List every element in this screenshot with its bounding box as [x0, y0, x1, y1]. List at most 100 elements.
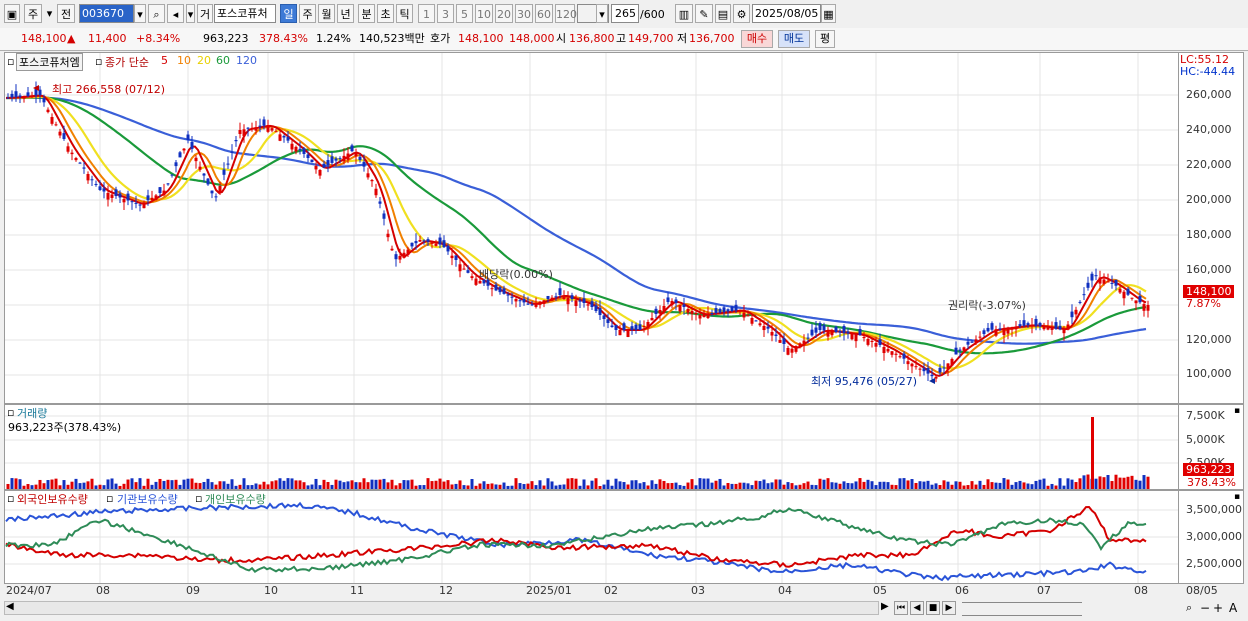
volume-dot-icon[interactable]: ▫: [7, 406, 15, 419]
stock-title: 포스코퓨처엠: [16, 53, 83, 71]
chart-type-icon[interactable]: ▥: [675, 4, 693, 23]
holding-panel: [4, 490, 1179, 584]
calendar-icon[interactable]: ▦: [821, 4, 836, 23]
period-day-button[interactable]: 일: [280, 4, 297, 23]
period-year-button[interactable]: 년: [337, 4, 354, 23]
eval-button[interactable]: 평: [815, 30, 835, 48]
close-icon[interactable]: ▪: [1234, 492, 1241, 502]
holding-dot-icon: ▫: [195, 492, 203, 505]
save-icon[interactable]: ▤: [715, 4, 731, 23]
y-tick-100000: 100,000: [1186, 367, 1232, 380]
close-icon[interactable]: ▪: [1234, 406, 1241, 416]
ma5-legend: 5: [161, 54, 168, 67]
ask-label: 호가: [430, 32, 451, 45]
zoom-icon[interactable]: ⌕: [1186, 601, 1193, 614]
search-icon[interactable]: ⌕: [148, 4, 165, 23]
legend-dot-icon: ▫: [95, 55, 103, 68]
sell-button[interactable]: 매도: [778, 30, 810, 48]
zoom-out-icon[interactable]: −: [1200, 601, 1211, 615]
interval-3-button[interactable]: 3: [437, 4, 454, 23]
category-button[interactable]: 거: [197, 4, 213, 23]
interval-20-button[interactable]: 20: [495, 4, 513, 23]
period-tick-button[interactable]: 틱: [396, 4, 413, 23]
stop-icon[interactable]: ■: [926, 601, 940, 615]
holding-dot-icon[interactable]: ▫: [7, 492, 15, 505]
holding-axis: [1179, 490, 1244, 584]
ask-price-1: 148,100: [458, 32, 504, 45]
period-minute-button[interactable]: 분: [358, 4, 375, 23]
stock-name-field: 포스코퓨처: [214, 4, 276, 23]
trade-amount: 140,523백만: [359, 32, 425, 45]
x-tick: 11: [350, 584, 364, 597]
holding-dot-icon: ▫: [106, 492, 114, 505]
horizontal-scrollbar[interactable]: [4, 601, 879, 615]
speaker-icon[interactable]: ◂: [167, 4, 184, 23]
zoom-in-icon[interactable]: +: [1213, 601, 1224, 615]
volume-value-label: 963,223주(378.43%): [8, 421, 122, 434]
y-tick-120000: 120,000: [1186, 333, 1232, 346]
ask-price-2: 148,000: [509, 32, 555, 45]
price-panel: [4, 52, 1179, 404]
stock-code-input[interactable]: 003670: [79, 4, 134, 23]
x-tick: 08: [96, 584, 110, 597]
foreign-holding-legend: 외국인보유수량: [17, 493, 88, 506]
text-size-icon[interactable]: A: [1229, 601, 1238, 615]
gear-icon[interactable]: ⚙: [733, 4, 750, 23]
date-input[interactable]: 2025/08/05: [752, 4, 821, 23]
period-week-button[interactable]: 주: [299, 4, 316, 23]
open-label: 시: [556, 32, 567, 45]
ma10-legend: 10: [177, 54, 191, 67]
current-price: 148,100: [21, 32, 67, 45]
volume-badge-pct: 378.43%: [1187, 476, 1236, 489]
dropdown-chevron-icon[interactable]: ▾: [46, 7, 53, 20]
buy-button[interactable]: 매수: [741, 30, 773, 48]
price-axis: [1179, 52, 1244, 404]
settings-dot-icon[interactable]: ▫: [7, 55, 15, 68]
y-tick-180000: 180,000: [1186, 228, 1232, 241]
quote-bar: [0, 28, 1248, 51]
interval-5-button[interactable]: 5: [456, 4, 473, 23]
scroll-right-icon[interactable]: ▶: [881, 601, 889, 612]
x-tick: 2025/01: [526, 584, 572, 597]
x-tick: 06: [955, 584, 969, 597]
interval-dropdown-icon[interactable]: ▾: [596, 4, 608, 23]
interval-1-button[interactable]: 1: [418, 4, 435, 23]
current-price-badge: 148,100: [1183, 285, 1234, 298]
low-annotation: 최저 95,476 (05/27): [811, 375, 918, 388]
ma-legend-prefix: 종가 단순: [105, 56, 149, 69]
scroll-left-icon[interactable]: ◀: [6, 601, 14, 612]
rights-annotation: 권리락(-3.07%): [948, 299, 1026, 312]
interval-10-button[interactable]: 10: [475, 4, 493, 23]
speaker-dropdown-icon[interactable]: ▾: [186, 4, 195, 23]
code-dropdown-icon[interactable]: ▾: [134, 4, 146, 23]
holding-tick-3000000: 3,000,000: [1186, 530, 1242, 543]
current-pct-label: 7.87%: [1186, 297, 1221, 310]
period-unit-select[interactable]: 주: [24, 4, 42, 23]
x-tick: 03: [691, 584, 705, 597]
prev-page-icon[interactable]: ◀: [910, 601, 924, 615]
period-second-button[interactable]: 초: [377, 4, 394, 23]
period-month-button[interactable]: 월: [318, 4, 335, 23]
ma120-legend: 120: [236, 54, 257, 67]
low-label: 저: [677, 32, 688, 45]
prev-button[interactable]: 전: [57, 4, 75, 23]
lc-label: LC:55.12: [1180, 53, 1230, 66]
volume-title: 거래량: [17, 407, 48, 420]
interval-120-button[interactable]: 120: [555, 4, 577, 23]
interval-60-button[interactable]: 60: [535, 4, 553, 23]
next-page-icon[interactable]: ▶: [942, 601, 956, 615]
interval-30-button[interactable]: 30: [515, 4, 533, 23]
drawing-tool-icon[interactable]: ✎: [695, 4, 713, 23]
high-price: 149,700: [628, 32, 674, 45]
count-input[interactable]: 265: [611, 4, 639, 23]
up-arrow-icon: ▲: [67, 32, 76, 45]
hc-label: HC:-44.44: [1180, 65, 1236, 78]
window-icon[interactable]: ▣: [4, 4, 20, 23]
zoom-slider[interactable]: [962, 602, 1082, 616]
y-tick-200000: 200,000: [1186, 193, 1232, 206]
first-page-icon[interactable]: ⏮: [894, 601, 908, 615]
low-price: 136,700: [689, 32, 735, 45]
ma20-legend: 20: [197, 54, 211, 67]
institution-holding-legend: 기관보유수량: [117, 493, 178, 506]
turnover-rate: 1.24%: [316, 32, 351, 45]
